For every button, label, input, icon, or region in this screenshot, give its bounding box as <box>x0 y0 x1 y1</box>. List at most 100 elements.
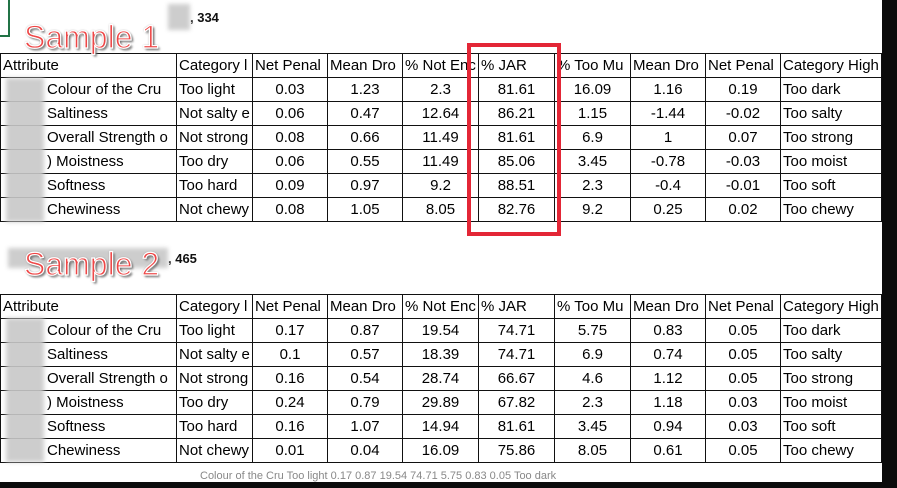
value-cell[interactable]: 0.06 <box>252 149 328 174</box>
category-cell[interactable]: Too hard <box>176 414 253 439</box>
value-cell[interactable]: -0.78 <box>630 149 706 174</box>
category-cell[interactable]: Not chewy <box>176 438 253 463</box>
value-cell[interactable]: 66.67 <box>478 366 555 391</box>
value-cell[interactable]: 18.39 <box>402 342 479 367</box>
value-cell[interactable]: -1.44 <box>630 101 706 126</box>
value-cell[interactable]: 1.05 <box>327 197 403 222</box>
value-cell[interactable]: 81.61 <box>478 125 555 150</box>
category-cell[interactable]: Too soft <box>780 414 882 439</box>
value-cell[interactable]: 1.18 <box>630 390 706 415</box>
column-header[interactable]: Category l <box>176 53 253 78</box>
column-header[interactable]: Mean Dro <box>630 294 706 319</box>
value-cell[interactable]: 6.9 <box>554 125 631 150</box>
value-cell[interactable]: 74.71 <box>478 318 555 343</box>
category-cell[interactable]: Too light <box>176 77 253 102</box>
column-header[interactable]: Attribute <box>0 294 177 319</box>
category-cell[interactable]: Too soft <box>780 173 882 198</box>
category-cell[interactable]: Not strong <box>176 125 253 150</box>
value-cell[interactable]: 0.16 <box>252 414 328 439</box>
value-cell[interactable]: 1.12 <box>630 366 706 391</box>
category-cell[interactable]: Too dry <box>176 390 253 415</box>
value-cell[interactable]: 1.07 <box>327 414 403 439</box>
value-cell[interactable]: 0.03 <box>252 77 328 102</box>
category-cell[interactable]: Too dark <box>780 318 882 343</box>
value-cell[interactable]: 0.66 <box>327 125 403 150</box>
value-cell[interactable]: 11.49 <box>402 149 479 174</box>
value-cell[interactable]: 0.06 <box>252 101 328 126</box>
value-cell[interactable]: 0.04 <box>327 438 403 463</box>
value-cell[interactable]: 0.19 <box>705 77 781 102</box>
value-cell[interactable]: 0.47 <box>327 101 403 126</box>
value-cell[interactable]: 0.79 <box>327 390 403 415</box>
category-cell[interactable]: Not strong <box>176 366 253 391</box>
value-cell[interactable]: 0.87 <box>327 318 403 343</box>
value-cell[interactable]: 14.94 <box>402 414 479 439</box>
value-cell[interactable]: 1.16 <box>630 77 706 102</box>
column-header[interactable]: Category High <box>780 294 882 319</box>
value-cell[interactable]: 9.2 <box>554 197 631 222</box>
value-cell[interactable]: 0.02 <box>705 197 781 222</box>
value-cell[interactable]: 0.08 <box>252 197 328 222</box>
value-cell[interactable]: 0.08 <box>252 125 328 150</box>
value-cell[interactable]: 29.89 <box>402 390 479 415</box>
value-cell[interactable]: 0.03 <box>705 390 781 415</box>
category-cell[interactable]: Too chewy <box>780 197 882 222</box>
category-cell[interactable]: Not salty e <box>176 101 253 126</box>
value-cell[interactable]: 0.05 <box>705 318 781 343</box>
value-cell[interactable]: 0.03 <box>705 414 781 439</box>
value-cell[interactable]: 16.09 <box>402 438 479 463</box>
value-cell[interactable]: 16.09 <box>554 77 631 102</box>
value-cell[interactable]: 5.75 <box>554 318 631 343</box>
category-cell[interactable]: Too dark <box>780 77 882 102</box>
value-cell[interactable]: 0.01 <box>252 438 328 463</box>
category-cell[interactable]: Too salty <box>780 101 882 126</box>
value-cell[interactable]: 0.97 <box>327 173 403 198</box>
value-cell[interactable]: 0.07 <box>705 125 781 150</box>
value-cell[interactable]: 1.23 <box>327 77 403 102</box>
value-cell[interactable]: 0.25 <box>630 197 706 222</box>
value-cell[interactable]: 75.86 <box>478 438 555 463</box>
category-cell[interactable]: Too strong <box>780 366 882 391</box>
value-cell[interactable]: 0.54 <box>327 366 403 391</box>
value-cell[interactable]: 1 <box>630 125 706 150</box>
value-cell[interactable]: 2.3 <box>554 390 631 415</box>
category-cell[interactable]: Too salty <box>780 342 882 367</box>
value-cell[interactable]: 6.9 <box>554 342 631 367</box>
value-cell[interactable]: 12.64 <box>402 101 479 126</box>
column-header[interactable]: Mean Dro <box>327 294 403 319</box>
category-cell[interactable]: Not salty e <box>176 342 253 367</box>
column-header[interactable]: % Too Mu <box>554 294 631 319</box>
column-header[interactable]: % Not Enc <box>402 294 479 319</box>
value-cell[interactable]: -0.01 <box>705 173 781 198</box>
value-cell[interactable]: -0.03 <box>705 149 781 174</box>
value-cell[interactable]: 28.74 <box>402 366 479 391</box>
value-cell[interactable]: 0.57 <box>327 342 403 367</box>
column-header[interactable]: % Not Enc <box>402 53 479 78</box>
value-cell[interactable]: 0.17 <box>252 318 328 343</box>
category-cell[interactable]: Too moist <box>780 390 882 415</box>
value-cell[interactable]: 0.1 <box>252 342 328 367</box>
column-header[interactable]: Mean Dro <box>630 53 706 78</box>
column-header[interactable]: Net Penal <box>252 53 328 78</box>
value-cell[interactable]: 11.49 <box>402 125 479 150</box>
value-cell[interactable]: 0.74 <box>630 342 706 367</box>
column-header[interactable]: Attribute <box>0 53 177 78</box>
value-cell[interactable]: 8.05 <box>402 197 479 222</box>
value-cell[interactable]: 4.6 <box>554 366 631 391</box>
value-cell[interactable]: -0.4 <box>630 173 706 198</box>
category-cell[interactable]: Too dry <box>176 149 253 174</box>
value-cell[interactable]: 81.61 <box>478 414 555 439</box>
value-cell[interactable]: 0.61 <box>630 438 706 463</box>
value-cell[interactable]: -0.02 <box>705 101 781 126</box>
category-cell[interactable]: Too strong <box>780 125 882 150</box>
category-cell[interactable]: Too moist <box>780 149 882 174</box>
column-header[interactable]: % JAR <box>478 294 555 319</box>
value-cell[interactable]: 85.06 <box>478 149 555 174</box>
value-cell[interactable]: 0.16 <box>252 366 328 391</box>
value-cell[interactable]: 3.45 <box>554 414 631 439</box>
value-cell[interactable]: 82.76 <box>478 197 555 222</box>
value-cell[interactable]: 0.24 <box>252 390 328 415</box>
value-cell[interactable]: 0.09 <box>252 173 328 198</box>
category-cell[interactable]: Too chewy <box>780 438 882 463</box>
value-cell[interactable]: 0.94 <box>630 414 706 439</box>
